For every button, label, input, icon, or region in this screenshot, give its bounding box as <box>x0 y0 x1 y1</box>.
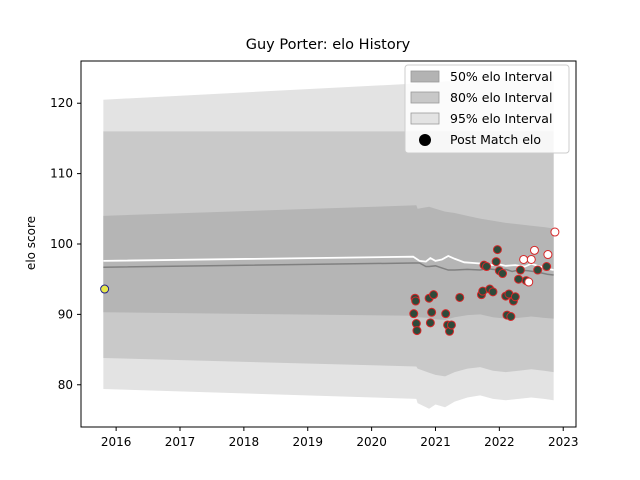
post-match-point <box>446 320 456 330</box>
y-tick-label: 110 <box>50 167 73 181</box>
post-match-point <box>533 265 543 275</box>
legend-label: Post Match elo <box>450 132 541 147</box>
post-match-point <box>409 309 419 319</box>
post-match-point <box>482 262 492 272</box>
post-match-point <box>427 307 437 317</box>
post-match-point <box>550 227 560 237</box>
mean-elo-line <box>103 254 554 271</box>
post-match-point <box>543 250 553 260</box>
x-tick-label: 2019 <box>292 435 323 449</box>
x-tick-label: 2016 <box>101 435 132 449</box>
legend-swatch <box>410 112 440 125</box>
x-tick-label: 2023 <box>548 435 579 449</box>
post-match-point <box>529 245 539 255</box>
post-match-point <box>506 312 516 321</box>
post-match-point <box>542 262 552 272</box>
post-match-point <box>514 274 524 284</box>
y-tick-label: 80 <box>58 378 73 392</box>
post-match-point <box>510 292 520 302</box>
post-match-point <box>100 284 110 294</box>
x-tick-label: 2017 <box>165 435 196 449</box>
x-tick-label: 2022 <box>484 435 515 449</box>
y-tick-label: 120 <box>50 96 73 110</box>
y-tick-label: 90 <box>58 307 73 321</box>
post-match-point <box>429 290 439 300</box>
axes: 2016 2017 2018 2019 2020 2021 2022 2023 80 90 100 1… <box>50 60 579 449</box>
plot-area <box>100 75 560 409</box>
post-match-point <box>491 257 501 267</box>
post-match-point <box>526 254 536 264</box>
post-match-point <box>412 326 422 336</box>
band-50-interval <box>103 205 554 321</box>
legend-marker <box>419 134 431 146</box>
post-match-point <box>519 254 529 264</box>
x-tick-label: 2020 <box>356 435 387 449</box>
post-match-point <box>515 265 525 275</box>
legend-box <box>404 64 570 154</box>
legend-swatch <box>410 91 440 104</box>
legend-swatch <box>410 70 440 83</box>
chart-title: Guy Porter: elo History <box>246 37 411 53</box>
legend-label: 95% elo Interval <box>450 111 552 126</box>
post-match-point <box>524 277 534 287</box>
median-elo-line <box>103 262 554 276</box>
y-tick-label: 100 <box>50 237 73 251</box>
post-match-point <box>411 296 421 306</box>
x-tick-label: 2021 <box>420 435 451 449</box>
post-match-point <box>498 269 508 279</box>
post-match-point <box>492 245 502 255</box>
post-match-point <box>488 287 498 297</box>
y-axis-title: elo score <box>24 216 38 270</box>
post-match-point <box>425 318 435 328</box>
post-match-point <box>441 309 451 319</box>
legend-label: 50% elo Interval <box>450 69 552 84</box>
x-tick-label: 2018 <box>229 435 260 449</box>
post-match-point <box>455 292 465 302</box>
legend: 50% elo Interval 80% elo Interval 95% elo … <box>404 64 570 154</box>
legend-label: 80% elo Interval <box>450 90 552 105</box>
